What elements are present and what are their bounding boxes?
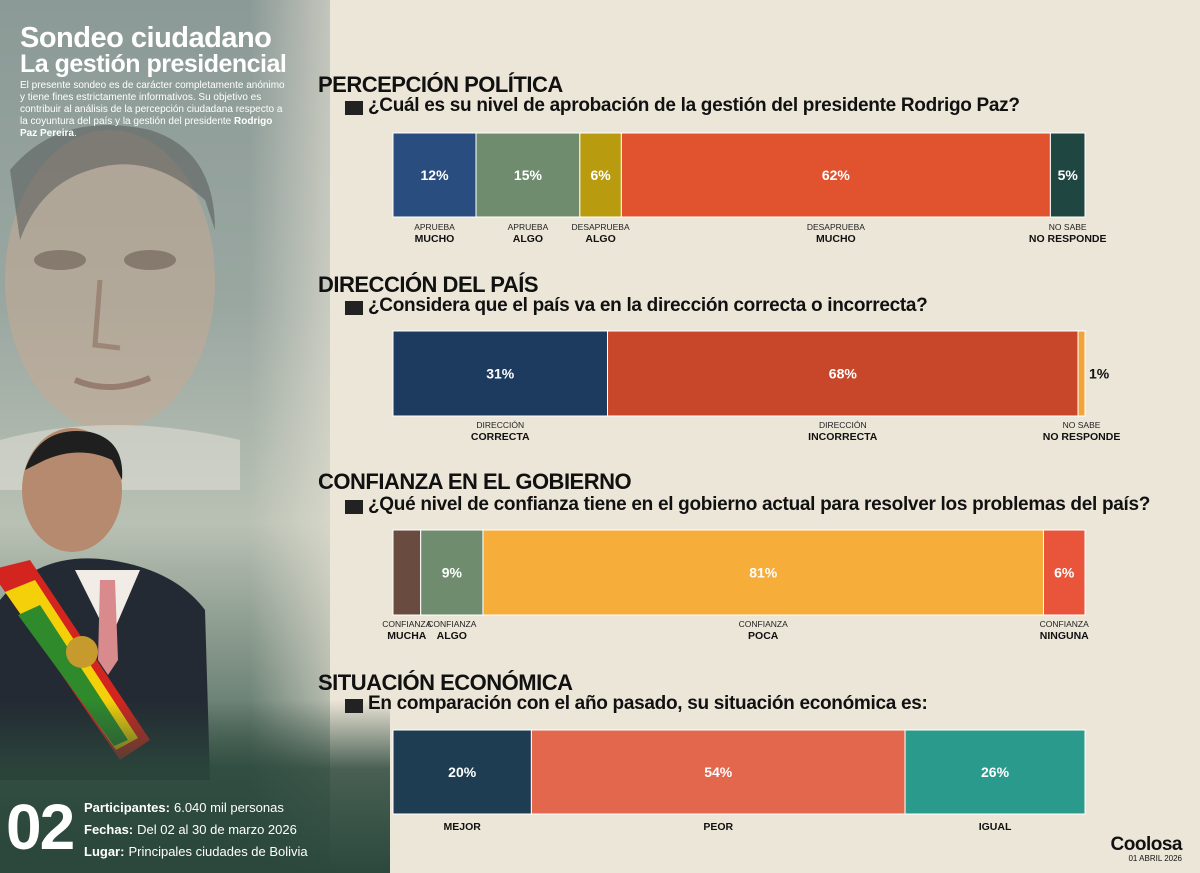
category-label: NO RESPONDE bbox=[1043, 431, 1121, 443]
category-label: MUCHO bbox=[816, 233, 856, 245]
data-label: 81% bbox=[749, 565, 778, 581]
participants-key: Participantes: bbox=[84, 800, 170, 815]
data-label: 62% bbox=[822, 167, 851, 183]
category-label: INCORRECTA bbox=[808, 431, 878, 443]
bar-segment bbox=[579, 132, 622, 218]
bar-segment bbox=[607, 330, 1079, 417]
category-label-top: CONFIANZA bbox=[427, 619, 476, 629]
bar-segment bbox=[392, 132, 477, 218]
category-label: MEJOR bbox=[444, 821, 482, 833]
category-label-top: APRUEBA bbox=[508, 222, 549, 232]
category-label-top: CONFIANZA bbox=[1040, 619, 1089, 629]
dates-key: Fechas: bbox=[84, 822, 134, 837]
issue-number: 02 bbox=[6, 791, 75, 863]
question-marker-icon bbox=[345, 500, 363, 514]
participants-line: Participantes: 6.040 mil personas bbox=[84, 800, 284, 815]
data-label: 6% bbox=[1054, 565, 1075, 581]
intro-president-name: Rodrigo Paz Pereira bbox=[20, 116, 273, 139]
question-confianza: ¿Qué nivel de confianza tiene en el gobi… bbox=[368, 494, 1151, 515]
data-label: 1% bbox=[1089, 366, 1110, 382]
category-label: NO RESPONDE bbox=[1029, 233, 1107, 245]
bar-segment bbox=[392, 529, 422, 616]
bar-segment bbox=[482, 529, 1044, 616]
category-label-top: DESAPRUEBA bbox=[572, 222, 630, 232]
bar-segment bbox=[1042, 529, 1086, 616]
category-label-top: NO SABE bbox=[1063, 420, 1101, 430]
intro-body: El presente sondeo es de carácter comple… bbox=[20, 80, 285, 127]
category-label-top: CONFIANZA bbox=[739, 619, 788, 629]
question-marker-icon bbox=[345, 301, 363, 315]
participants-value: 6.040 mil personas bbox=[173, 800, 284, 815]
brand-logo: Coolosa bbox=[1110, 834, 1183, 855]
bar-segment bbox=[475, 132, 581, 218]
bar-segment bbox=[1049, 132, 1086, 218]
category-label-top: DESAPRUEBA bbox=[807, 222, 865, 232]
data-label: 68% bbox=[829, 366, 858, 382]
bar-segment bbox=[904, 729, 1086, 815]
section-title-confianza: CONFIANZA EN EL GOBIERNO bbox=[318, 469, 632, 494]
question-economica: En comparación con el año pasado, su sit… bbox=[368, 693, 928, 714]
bar-segment bbox=[1077, 330, 1086, 417]
bottom-fade bbox=[0, 700, 390, 873]
dates-value: Del 02 al 30 de marzo 2026 bbox=[137, 822, 297, 837]
category-label-top: DIRECCIÓN bbox=[476, 420, 524, 430]
category-label: PEOR bbox=[703, 821, 733, 833]
question-marker-icon bbox=[345, 101, 363, 115]
category-label: MUCHA bbox=[387, 630, 426, 642]
publish-date: 01 ABRIL 2026 bbox=[1128, 854, 1182, 863]
section-title-percepcion: PERCEPCIÓN POLÍTICA bbox=[318, 72, 563, 97]
data-label: 54% bbox=[704, 764, 733, 780]
question-percepcion: ¿Cuál es su nivel de aprobación de la ge… bbox=[368, 95, 1020, 116]
data-label: 20% bbox=[448, 764, 477, 780]
category-label: MUCHO bbox=[415, 233, 455, 245]
bar-segment bbox=[392, 729, 532, 815]
intro-end: . bbox=[73, 128, 77, 139]
section-title-direccion: DIRECCIÓN DEL PAÍS bbox=[318, 272, 539, 297]
question-marker-icon bbox=[345, 699, 363, 713]
category-label: NINGUNA bbox=[1040, 630, 1089, 642]
page-subtitle: La gestión presidencial bbox=[20, 50, 287, 78]
category-label-top: CONFIANZA bbox=[382, 619, 431, 629]
category-label: ALGO bbox=[585, 233, 615, 245]
category-label: POCA bbox=[748, 630, 779, 642]
page-title: Sondeo ciudadano bbox=[20, 22, 272, 54]
category-label: IGUAL bbox=[979, 821, 1012, 833]
category-label-top: APRUEBA bbox=[414, 222, 455, 232]
category-label: ALGO bbox=[437, 630, 467, 642]
section-title-economica: SITUACIÓN ECONÓMICA bbox=[318, 670, 573, 695]
dates-line: Fechas: Del 02 al 30 de marzo 2026 bbox=[84, 822, 297, 837]
place-key: Lugar: bbox=[84, 844, 125, 859]
data-label: 12% bbox=[421, 167, 450, 183]
bar-segment bbox=[620, 132, 1051, 218]
category-label-top: NO SABE bbox=[1049, 222, 1087, 232]
category-label-top: DIRECCIÓN bbox=[819, 420, 867, 430]
place-line: Lugar: Principales ciudades de Bolivia bbox=[84, 844, 308, 859]
question-direccion: ¿Considera que el país va en la direcció… bbox=[368, 295, 928, 316]
intro-text: El presente sondeo es de carácter comple… bbox=[20, 80, 290, 140]
data-label: 5% bbox=[1058, 167, 1079, 183]
category-label: ALGO bbox=[513, 233, 543, 245]
data-label: 6% bbox=[590, 167, 611, 183]
bar-segment bbox=[392, 330, 609, 417]
data-label: 15% bbox=[514, 167, 543, 183]
category-label: CORRECTA bbox=[471, 431, 530, 443]
data-label: 26% bbox=[981, 764, 1010, 780]
place-value: Principales ciudades de Bolivia bbox=[128, 844, 308, 859]
data-label: 9% bbox=[442, 565, 463, 581]
data-label: 31% bbox=[486, 366, 515, 382]
